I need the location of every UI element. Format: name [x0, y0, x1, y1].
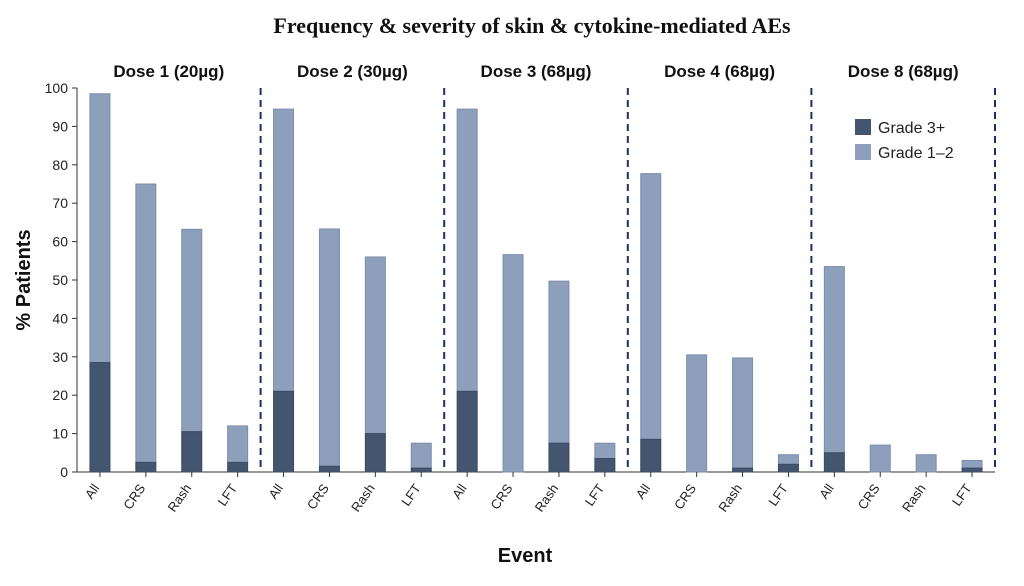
plot-area: 0 10 20 30 40 50 60 70 80 90 100 Dose 1 (20µg) All CR…: [45, 62, 996, 515]
bar-segment-grade12: [823, 266, 845, 454]
y-tick-label: 60: [52, 234, 68, 250]
group-label: Dose 2 (30µg): [297, 62, 408, 81]
x-tick-label: Rash: [532, 481, 562, 514]
y-tick-label: 90: [52, 118, 68, 134]
x-tick-label: LFT: [398, 481, 424, 509]
y-tick-label: 20: [52, 387, 68, 403]
x-tick-label: LFT: [765, 481, 791, 509]
bar-segment-grade12: [732, 357, 754, 469]
bar-segment-grade12: [135, 183, 157, 463]
x-tick-label: All: [816, 481, 837, 502]
bar-segment-grade3: [640, 438, 662, 473]
bar-segment-grade12: [915, 454, 937, 473]
bar-segment-grade3: [318, 465, 340, 473]
x-tick-label: Rash: [899, 481, 929, 514]
x-tick-label: LFT: [215, 481, 241, 509]
bar-segment-grade12: [364, 256, 386, 435]
bar-segment-grade12: [777, 454, 799, 465]
bar-segment-grade3: [227, 461, 249, 473]
x-tick-label: Rash: [715, 481, 745, 514]
y-tick-label: 50: [52, 272, 68, 288]
bar-segment-grade3: [364, 433, 386, 473]
x-tick-label: CRS: [855, 481, 883, 512]
bar-segment-grade12: [410, 442, 432, 469]
group-label: Dose 4 (68µg): [664, 62, 775, 81]
y-tick-label: 80: [52, 157, 68, 173]
y-tick-label: 30: [52, 349, 68, 365]
bar-segment-grade3: [777, 463, 799, 473]
bar-segment-grade3: [135, 461, 157, 473]
bar-segment-grade3: [548, 442, 570, 473]
x-tick-label: All: [265, 481, 286, 502]
x-tick-label: CRS: [487, 481, 515, 512]
bar-segment-grade12: [181, 228, 203, 433]
bar-segment-grade3: [410, 467, 432, 473]
x-tick-label: CRS: [671, 481, 699, 512]
bar-segment-grade12: [502, 254, 524, 473]
x-tick-label: Rash: [165, 481, 195, 514]
x-tick-label: CRS: [120, 481, 148, 512]
x-tick-label: All: [449, 481, 470, 502]
bar-segment-grade12: [640, 173, 662, 440]
y-tick-label: 0: [60, 464, 68, 480]
group-label: Dose 8 (68µg): [848, 62, 959, 81]
bar-segment-grade3: [89, 362, 111, 473]
y-tick-label: 10: [52, 426, 68, 442]
group-label: Dose 3 (68µg): [481, 62, 592, 81]
bar-segment-grade3: [456, 390, 478, 473]
group-label: Dose 1 (20µg): [113, 62, 224, 81]
bar-segment-grade3: [273, 390, 295, 473]
x-tick-label: All: [633, 481, 654, 502]
x-axis-title: Event: [498, 545, 553, 567]
bar-segment-grade3: [961, 467, 983, 473]
y-axis-title: % Patients: [13, 229, 35, 330]
legend-label-grade3: Grade 3+: [878, 120, 945, 137]
bar-segment-grade3: [823, 452, 845, 473]
y-tick-label: 100: [45, 80, 69, 96]
bar-segment-grade12: [227, 425, 249, 463]
legend-swatch-grade12: [855, 144, 871, 160]
y-tick-label: 70: [52, 195, 68, 211]
bar-segment-grade12: [89, 93, 111, 364]
bar-segment-grade12: [594, 442, 616, 460]
bar-segment-grade3: [732, 467, 754, 473]
x-tick-label: All: [82, 481, 103, 502]
bar-segment-grade12: [456, 108, 478, 392]
legend: Grade 3+ Grade 1–2: [855, 119, 954, 162]
bar-segment-grade12: [273, 108, 295, 392]
bar-segment-grade3: [594, 458, 616, 473]
legend-swatch-grade3: [855, 119, 871, 135]
bar-segment-grade12: [869, 444, 891, 473]
bar-segment-grade12: [318, 228, 340, 467]
x-tick-label: LFT: [949, 481, 975, 509]
chart-title: Frequency & severity of skin & cytokine-…: [273, 13, 791, 38]
legend-label-grade12: Grade 1–2: [878, 145, 954, 162]
y-tick-label: 40: [52, 310, 68, 326]
bar-segment-grade12: [548, 280, 570, 444]
bar-segment-grade3: [181, 431, 203, 473]
x-tick-label: CRS: [304, 481, 332, 512]
bar-segment-grade12: [961, 459, 983, 469]
x-tick-label: LFT: [582, 481, 608, 509]
bar-segment-grade12: [686, 354, 708, 473]
x-tick-label: Rash: [348, 481, 378, 514]
